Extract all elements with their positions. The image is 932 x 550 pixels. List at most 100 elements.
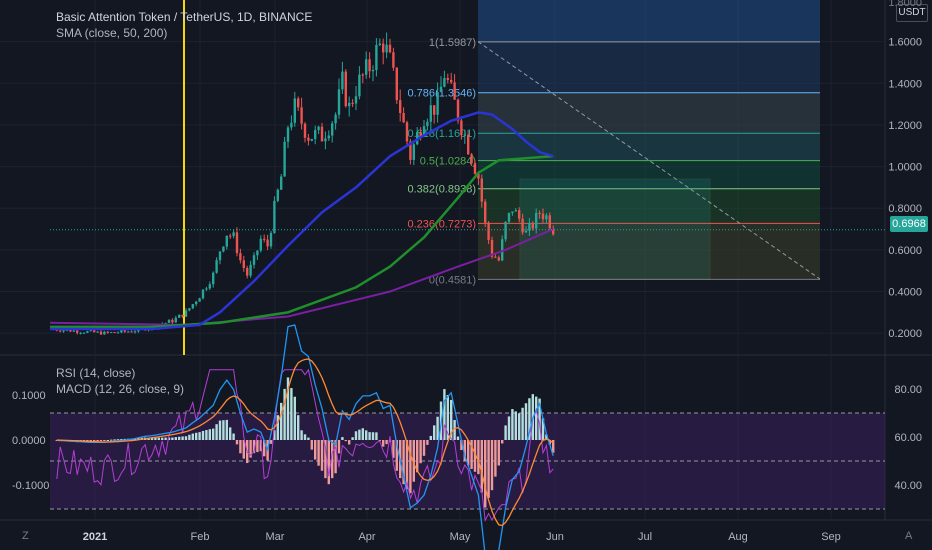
macd-histogram-bar: [528, 398, 531, 440]
currency-badge[interactable]: USDT: [896, 4, 928, 22]
candle-body: [511, 211, 514, 213]
macd-histogram-bar: [497, 440, 500, 466]
candle-body: [133, 331, 137, 333]
candle-body: [120, 330, 123, 333]
macd-histogram-bar: [99, 440, 103, 441]
macd-histogram-bar: [405, 440, 409, 490]
candle-body: [317, 126, 320, 131]
candle-body: [365, 59, 368, 75]
timezone-icon[interactable]: Z: [22, 530, 29, 542]
candle-body: [276, 189, 279, 201]
macd-histogram-bar: [507, 416, 511, 440]
candle-body: [494, 256, 497, 258]
candle-body: [368, 59, 371, 72]
macd-histogram-bar: [215, 424, 218, 440]
y-tick-label: 0.6000: [888, 245, 922, 257]
fib-label: 1(1.5987): [429, 37, 476, 49]
rsi-line: [56, 368, 554, 522]
macd-legend[interactable]: MACD (12, 26, close, 9): [56, 382, 185, 396]
macd-histogram-bar: [365, 430, 368, 440]
macd-histogram-bar: [232, 433, 235, 440]
candle-body: [344, 71, 347, 107]
macd-tick-label: -0.1000: [12, 480, 49, 492]
fib-zone: [478, 160, 820, 189]
macd-histogram-bar: [276, 415, 279, 440]
candle-body: [59, 330, 62, 332]
fib-label: 0.786(1.3546): [408, 88, 477, 100]
candle-body: [222, 246, 225, 252]
candle-body: [239, 253, 242, 261]
macd-histogram-bar: [259, 440, 262, 452]
candle-body: [436, 92, 439, 115]
macd-histogram-bar: [297, 415, 300, 440]
candle-body: [198, 298, 201, 302]
macd-histogram-bar: [178, 436, 181, 440]
fib-label: 0(0.4581): [429, 274, 476, 286]
candle-body: [164, 322, 167, 325]
candle-body: [426, 121, 429, 127]
candle-body: [422, 126, 426, 137]
candle-body: [242, 260, 245, 268]
candle-body: [324, 138, 327, 142]
macd-histogram-bar: [453, 420, 456, 440]
macd-histogram-bar: [314, 440, 317, 460]
macd-histogram-bar: [110, 439, 113, 441]
candle-body: [446, 78, 449, 80]
chart-title[interactable]: Basic Attention Token / TetherUS, 1D, BI…: [56, 10, 313, 24]
candle-body: [528, 222, 531, 231]
candle-body: [348, 102, 351, 107]
candle-body: [409, 141, 412, 160]
candle-body: [351, 102, 354, 104]
macd-histogram-bar: [181, 436, 184, 440]
auto-scale-icon[interactable]: A: [905, 530, 913, 542]
macd-histogram-bar: [222, 420, 225, 440]
macd-histogram-bar: [514, 411, 517, 440]
candle-body: [218, 251, 222, 261]
candle-body: [504, 221, 507, 240]
macd-histogram-bar: [331, 440, 334, 479]
macd-histogram-bar: [184, 436, 188, 440]
macd-histogram-bar: [154, 437, 157, 440]
macd-histogram-bar: [409, 440, 412, 494]
macd-histogram-bar: [388, 440, 392, 443]
y-tick-label: 1.6000: [888, 37, 922, 49]
macd-histogram-bar: [256, 440, 259, 453]
candle-body: [456, 99, 460, 121]
macd-histogram-bar: [368, 432, 371, 440]
candle-body: [385, 44, 388, 53]
macd-histogram-bar: [548, 440, 551, 445]
rsi-legend[interactable]: RSI (14, close): [56, 366, 136, 380]
candle-body: [310, 139, 313, 141]
macd-histogram-bar: [518, 413, 521, 440]
macd-tick-label: 0.1000: [12, 390, 46, 402]
range-box: [519, 178, 711, 280]
macd-histogram-bar: [429, 435, 432, 440]
candle-body: [538, 212, 541, 214]
candle-body: [514, 210, 517, 212]
macd-histogram-bar: [300, 430, 303, 440]
macd-histogram-bar: [235, 440, 239, 445]
sma-extra-line: [49, 228, 554, 326]
candle-body: [89, 330, 92, 332]
y-tick-label: 1.4000: [888, 78, 922, 90]
candle-body: [382, 43, 385, 53]
candle-body: [297, 98, 300, 108]
candle-body: [113, 332, 116, 334]
candle-body: [184, 310, 188, 317]
candle-body: [273, 200, 276, 233]
candle-body: [205, 288, 208, 290]
candle-body: [331, 123, 334, 136]
macd-histogram-bar: [82, 440, 86, 441]
sma-legend[interactable]: SMA (close, 50, 200): [56, 26, 168, 40]
candle-body: [69, 329, 72, 332]
macd-histogram-bar: [504, 425, 507, 440]
candle-body: [293, 98, 296, 123]
candle-body: [443, 78, 446, 87]
macd-histogram-bar: [161, 437, 164, 440]
macd-histogram-bar: [229, 427, 232, 440]
macd-histogram-bar: [334, 440, 337, 474]
macd-histogram-bar: [249, 440, 252, 458]
candle-body: [286, 127, 290, 142]
